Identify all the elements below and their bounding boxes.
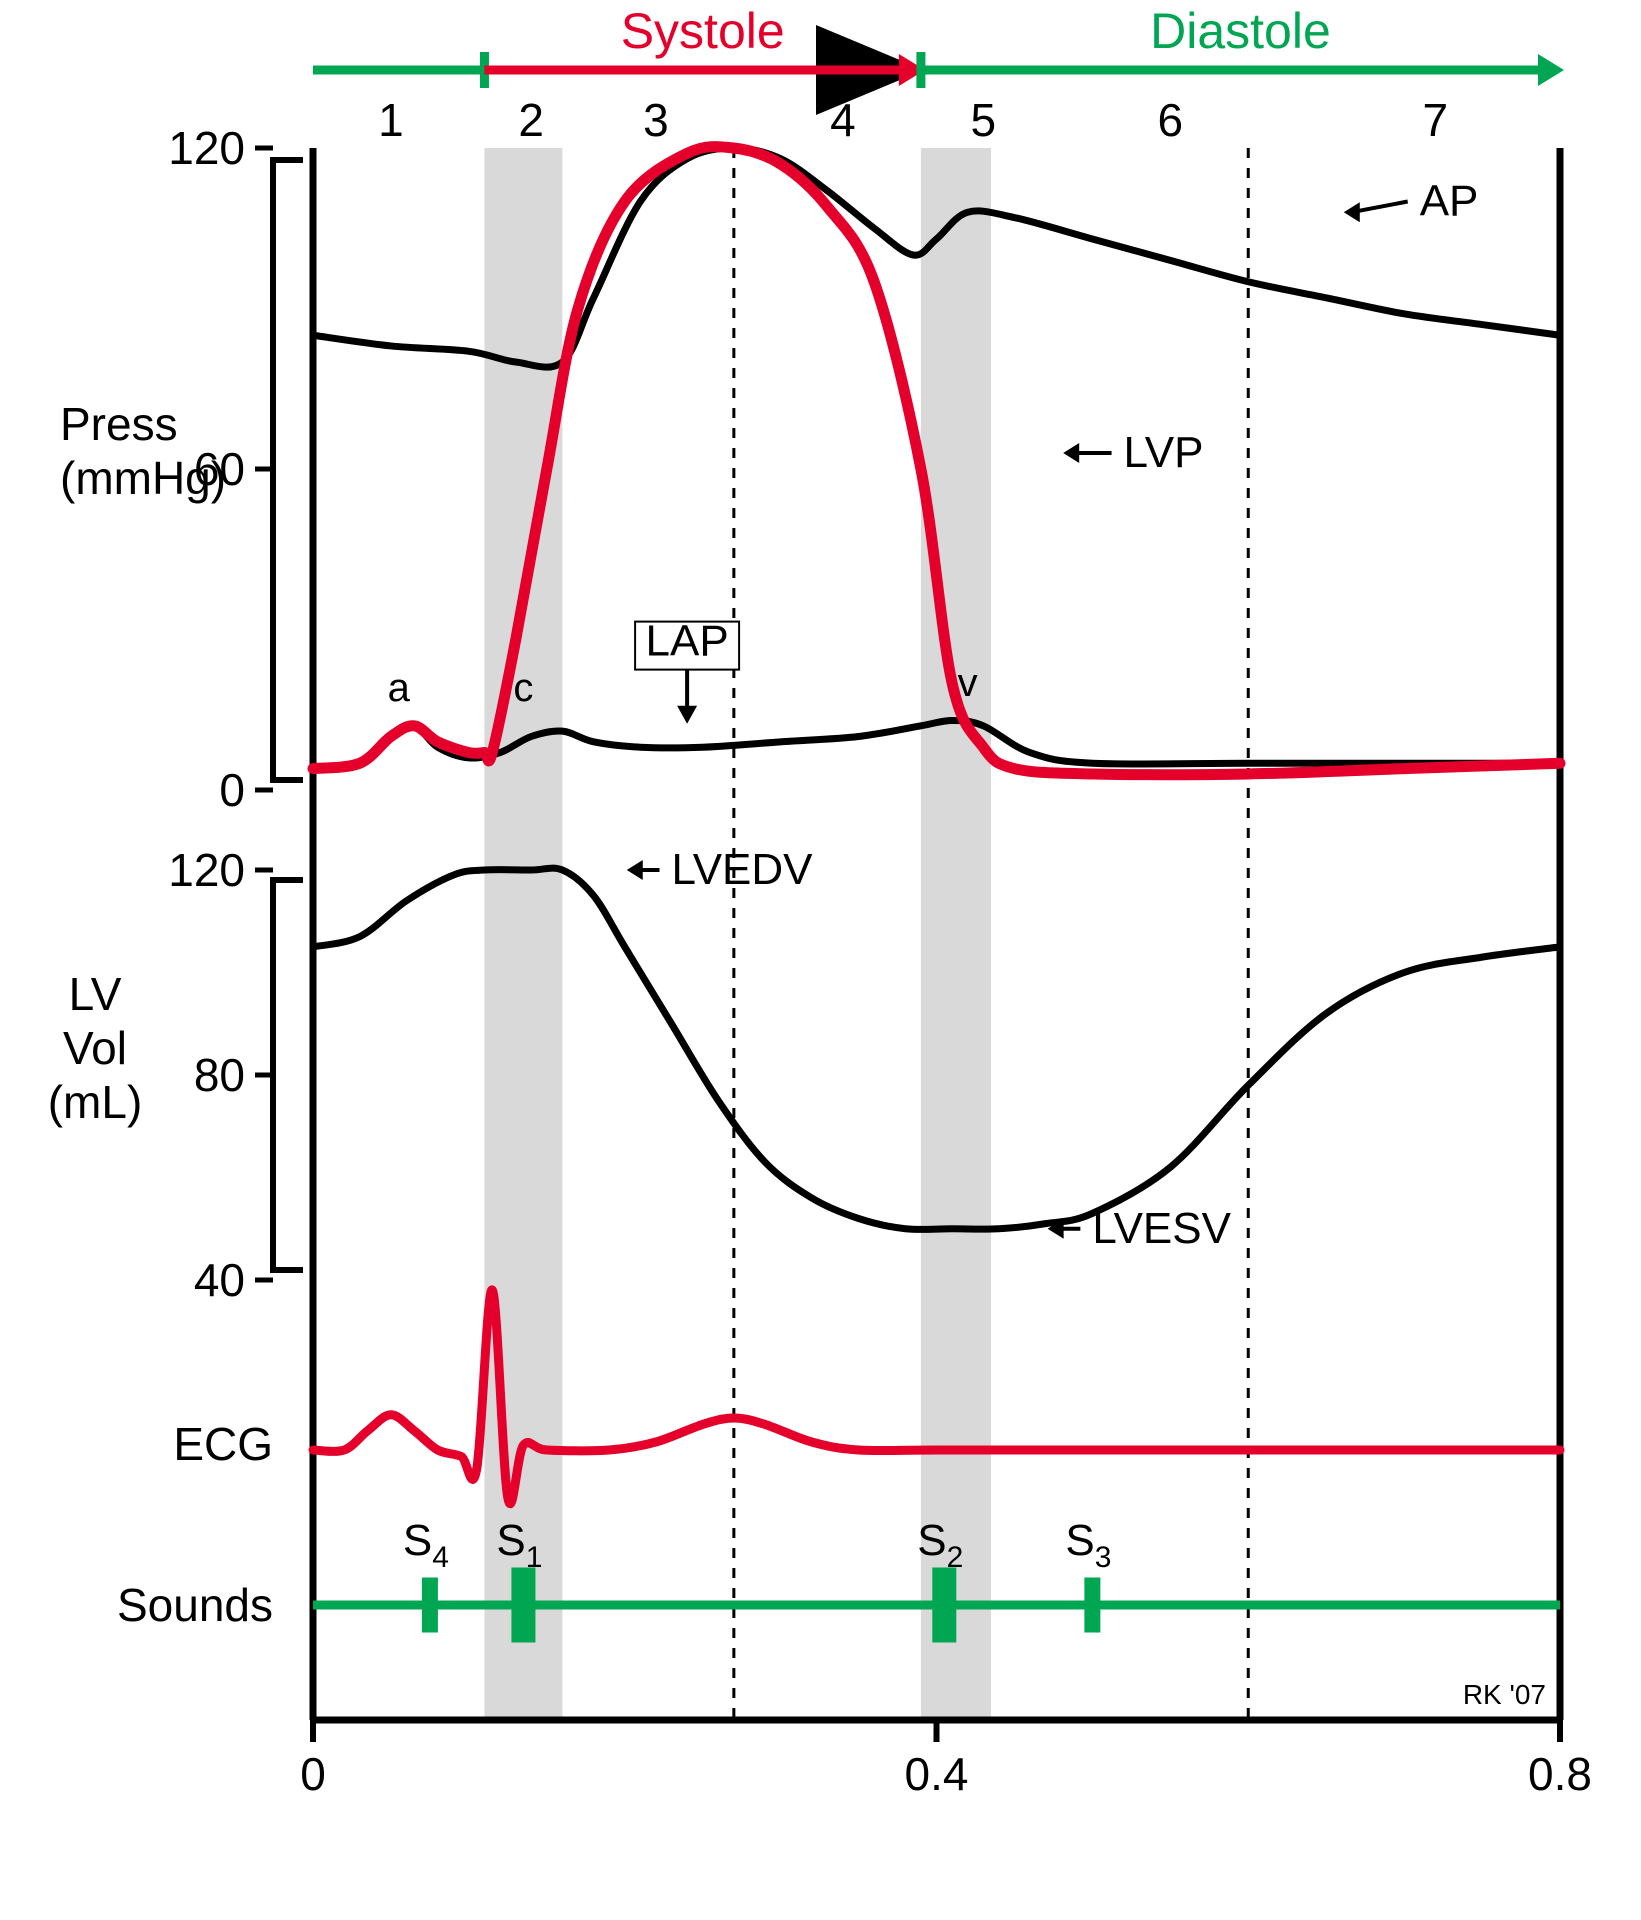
phase-band: [484, 148, 562, 1720]
volume-bracket: [273, 880, 303, 1270]
volume-axis-label: LV: [69, 968, 122, 1020]
sound-s2: [932, 1568, 956, 1643]
phase-band: [921, 148, 991, 1720]
phase-number: 3: [643, 94, 669, 146]
phase-number: 5: [970, 94, 996, 146]
lvp-label: LVP: [1124, 428, 1204, 477]
diastole-label: Diastole: [1150, 3, 1331, 59]
sound-label-s4: S4: [403, 1516, 449, 1574]
lap-wave-v: v: [958, 661, 978, 705]
volume-axis-label: (mL): [48, 1076, 143, 1128]
pressure-axis-label: (mmHg): [60, 452, 226, 504]
volume-tick: 40: [194, 1254, 245, 1306]
volume-tick: 120: [168, 844, 245, 896]
lap-wave-c: c: [513, 666, 533, 710]
lap-label: LAP: [646, 617, 729, 666]
sound-label-s3: S3: [1065, 1516, 1111, 1574]
phase-number: 2: [518, 94, 544, 146]
ap-label: AP: [1420, 177, 1479, 226]
time-tick: 0.4: [905, 1748, 969, 1800]
sounds-label: Sounds: [117, 1579, 273, 1631]
phase-number: 1: [378, 94, 404, 146]
volume-axis-label: Vol: [63, 1022, 127, 1074]
systole-label: Systole: [621, 3, 785, 59]
time-tick: 0.8: [1528, 1748, 1592, 1800]
sound-s1: [511, 1568, 535, 1643]
phase-number: 7: [1423, 94, 1449, 146]
ecg-label: ECG: [173, 1418, 273, 1470]
phase-number: 4: [830, 94, 856, 146]
pressure-axis-label: Press: [60, 398, 178, 450]
credit: RK '07: [1463, 1679, 1546, 1710]
volume-tick: 80: [194, 1049, 245, 1101]
pressure-tick: 120: [168, 122, 245, 174]
phase-number: 6: [1158, 94, 1184, 146]
time-tick: 0: [300, 1748, 326, 1800]
sound-s3: [1084, 1578, 1100, 1633]
lap-wave-a: a: [388, 666, 411, 710]
lvesv-label: LVESV: [1092, 1204, 1231, 1253]
sound-s4: [422, 1578, 438, 1633]
pressure-bracket: [273, 160, 303, 780]
lvedv-label: LVEDV: [672, 845, 814, 894]
pressure-tick: 0: [219, 764, 245, 816]
